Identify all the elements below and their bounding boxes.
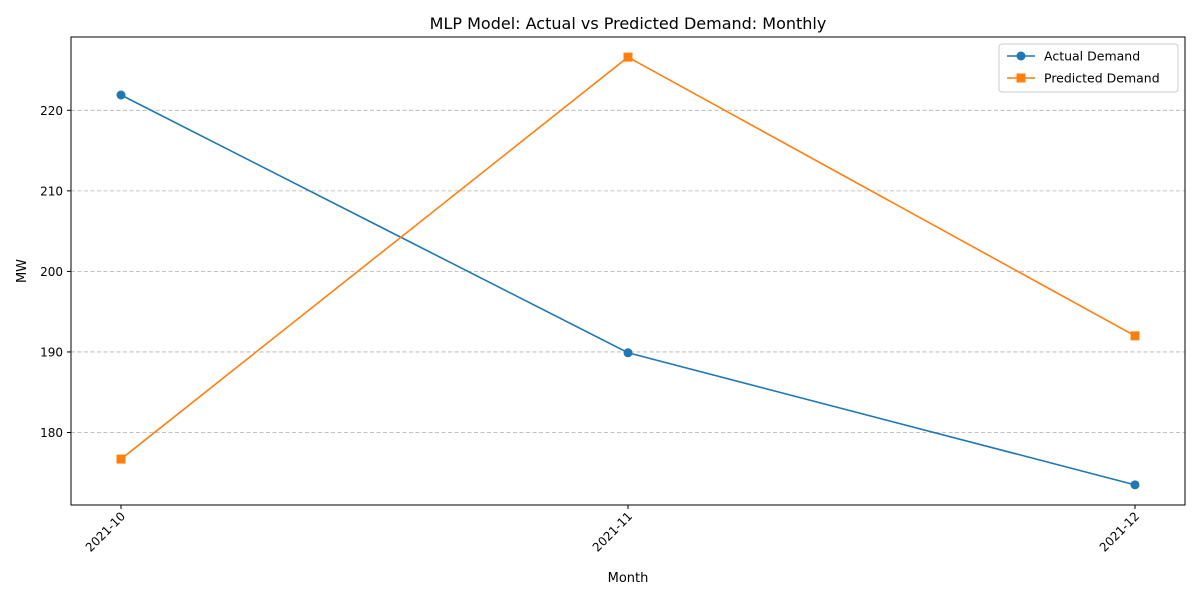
legend-actual-demand-marker — [1016, 51, 1026, 61]
legend-actual-demand-label: Actual Demand — [1044, 49, 1140, 64]
x-tick-label: 2021-10 — [83, 509, 128, 554]
x-tick-label: 2021-12 — [1097, 509, 1142, 554]
actual-demand-point — [116, 90, 126, 100]
actual-demand-line — [120, 94, 1136, 486]
legend-box — [998, 43, 1179, 93]
x-axis-label: Month — [608, 571, 649, 586]
predicted-demand-line — [120, 56, 1136, 460]
predicted-demand-point — [1130, 331, 1140, 341]
actual-demand-point — [1130, 480, 1140, 490]
y-tick-label: 220 — [40, 104, 63, 118]
series-layer — [116, 52, 1140, 490]
legend-predicted-demand-label: Predicted Demand — [1044, 71, 1160, 86]
y-axis-label: MW — [15, 259, 30, 283]
predicted-demand-point — [116, 454, 126, 464]
x-tick-label: 2021-11 — [590, 509, 635, 554]
y-tick-label: 180 — [40, 426, 63, 440]
legend: Actual Demand Predicted Demand — [998, 43, 1179, 93]
y-tick-label: 210 — [40, 184, 63, 198]
axis-ticks: 180 190 200 210 220 2021-10 2021-11 2021-12 — [40, 104, 1142, 555]
legend-predicted-demand-marker — [1016, 73, 1026, 83]
predicted-demand-point — [623, 52, 633, 62]
chart-title: MLP Model: Actual vs Predicted Demand: M… — [430, 14, 827, 33]
y-tick-label: 200 — [40, 265, 63, 279]
actual-demand-point — [623, 348, 633, 358]
y-tick-label: 190 — [40, 345, 63, 359]
